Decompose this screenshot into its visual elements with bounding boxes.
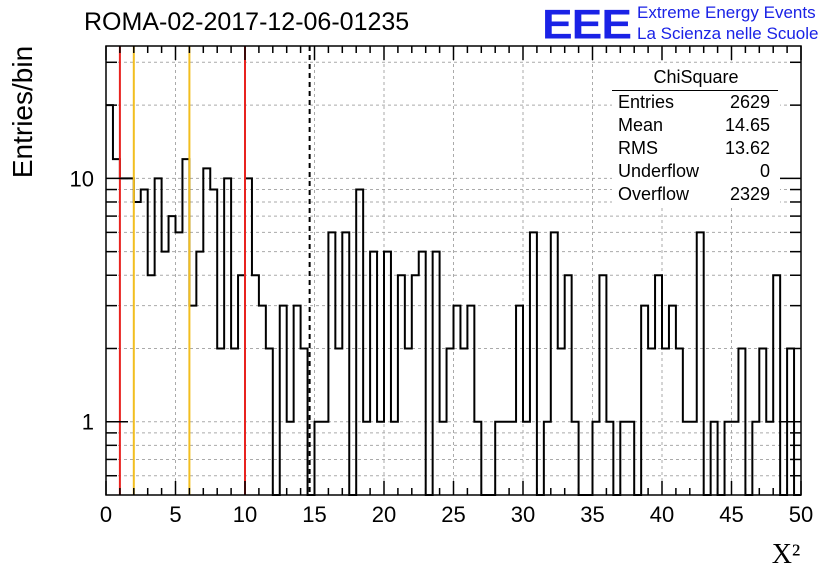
- x-tick-label: 15: [302, 502, 326, 527]
- stats-value: 2329: [729, 184, 770, 204]
- x-tick-label: 50: [789, 502, 813, 527]
- logo-line-2: La Scienza nelle Scuole: [637, 24, 819, 43]
- stats-value: 13.62: [724, 138, 770, 158]
- x-tick-label: 35: [580, 502, 604, 527]
- stats-divider: [612, 90, 778, 91]
- stats-box: ChiSquare Entries 2629 Mean 14.65 RMS 13…: [612, 64, 780, 206]
- stats-row-rms: RMS 13.62: [618, 138, 770, 160]
- marker-lines: [118, 46, 311, 495]
- x-tick-label: 0: [100, 502, 112, 527]
- stats-row-underflow: Underflow 0: [618, 161, 770, 183]
- y-axis-label: Entries/bin: [7, 46, 38, 178]
- y-tick-label: 10: [70, 166, 94, 191]
- stats-label: Overflow: [618, 184, 690, 204]
- stats-value: 14.65: [724, 115, 770, 135]
- y-axis-ticks: 1 10: [70, 61, 801, 477]
- stats-row-overflow: Overflow 2329: [618, 184, 770, 206]
- x-tick-label: 30: [511, 502, 535, 527]
- stats-label: RMS: [618, 138, 658, 158]
- stats-label: Mean: [618, 115, 664, 135]
- y-tick-label: 1: [82, 410, 94, 435]
- x-tick-label: 20: [372, 502, 396, 527]
- stats-title: ChiSquare: [653, 67, 739, 87]
- stats-label: Underflow: [618, 161, 700, 181]
- x-tick-label: 25: [441, 502, 465, 527]
- x-tick-label: 10: [233, 502, 257, 527]
- x-tick-label: 40: [650, 502, 674, 527]
- x-tick-label: 5: [169, 502, 181, 527]
- stats-row-entries: Entries 2629: [618, 92, 770, 114]
- grid-lines: [106, 46, 801, 495]
- stats-label: Entries: [618, 92, 675, 112]
- stats-value: 0: [759, 161, 770, 181]
- stats-row-mean: Mean 14.65: [618, 115, 770, 137]
- logo-line-1: Extreme Energy Events: [637, 3, 816, 22]
- plot-title: ROMA-02-2017-12-06-01235: [84, 8, 410, 36]
- x-axis-label: X²: [772, 539, 801, 570]
- x-tick-label: 45: [719, 502, 743, 527]
- histogram-line: [106, 104, 801, 496]
- x-axis-ticks: 0 5 10 15 20 25 30 35 40 45 50: [100, 46, 813, 527]
- stats-value: 2629: [729, 92, 770, 112]
- eee-logo: EEE: [542, 0, 632, 48]
